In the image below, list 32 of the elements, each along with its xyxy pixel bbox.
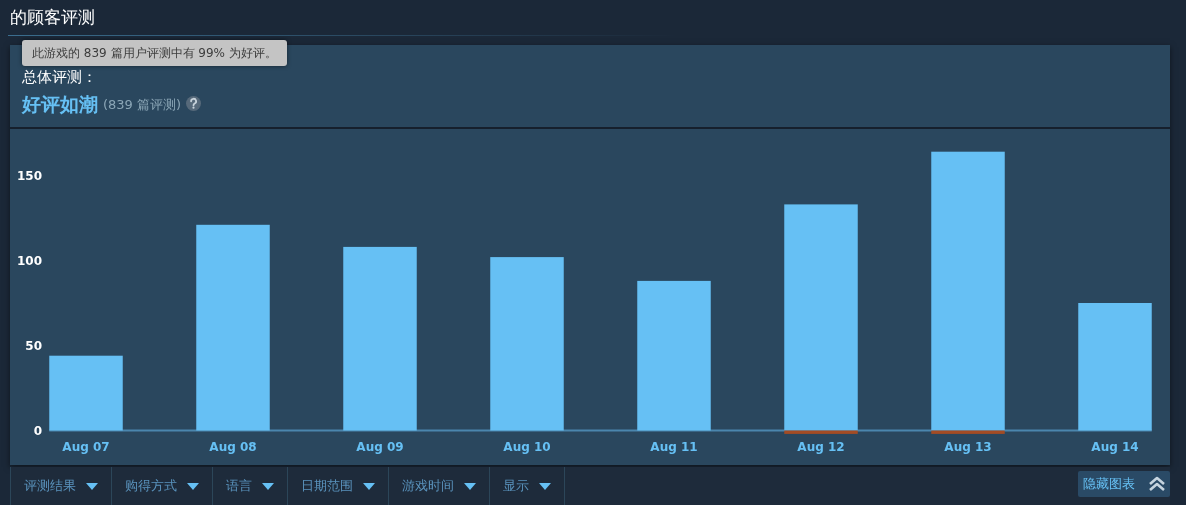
- tooltip: 此游戏的 839 篇用户评测中有 99% 为好评。: [22, 40, 287, 66]
- bar: [490, 257, 564, 431]
- text: 总体评测：: [22, 68, 97, 86]
- x-tick-label: Aug 14: [1091, 440, 1139, 454]
- text: 好评如潮: [22, 91, 98, 116]
- bar: [637, 280, 711, 431]
- y-tick-label: 150: [16, 168, 42, 183]
- y-tick-label: 100: [16, 253, 42, 268]
- bar: [49, 355, 123, 431]
- filter-dropdown: 日期范围: [288, 467, 389, 505]
- x-tick-label: Aug 13: [944, 440, 992, 454]
- filter-dropdown: 游戏时间: [389, 467, 490, 505]
- filter-dropdown: 显示: [490, 467, 565, 505]
- x-tick-label: Aug 12: [797, 440, 845, 454]
- x-tick-label: Aug 07: [62, 440, 110, 454]
- x-tick-label: Aug 08: [209, 440, 257, 454]
- x-tick-label: Aug 09: [356, 440, 404, 454]
- bar: [1078, 303, 1152, 431]
- bar: [784, 204, 858, 431]
- filter-dropdown: 购得方式: [112, 467, 213, 505]
- x-tick-label: Aug 11: [650, 440, 698, 454]
- bar: [196, 224, 270, 431]
- bar: [931, 151, 1005, 431]
- filter-dropdown: 评测结果: [10, 467, 112, 505]
- filter-dropdown: 语言: [213, 467, 288, 505]
- x-tick-label: Aug 10: [503, 440, 551, 454]
- text: (839 篇评测): [103, 96, 182, 114]
- chart-title: 的顾客评测: [10, 6, 95, 29]
- bar: [343, 246, 417, 431]
- hide-chart-button: 隐藏图表: [1078, 471, 1170, 497]
- y-tick-label: 0: [33, 423, 42, 438]
- y-tick-label: 50: [25, 338, 42, 353]
